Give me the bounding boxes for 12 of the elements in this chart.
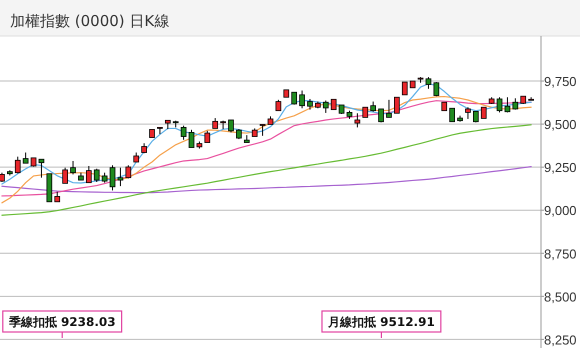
annotation: 月線扣抵 9512.91	[326, 315, 435, 329]
annotation: 月線扣抵 9512.91	[321, 310, 442, 338]
title: 加權指數 (0000) 日K線	[10, 12, 170, 30]
ytick: 8,500	[544, 289, 577, 304]
ytick: 9,750	[544, 74, 577, 90]
annotation: 季線扣抵 9238.03	[8, 315, 116, 329]
ytick: 9,250	[544, 160, 577, 176]
ytick: 9,500	[544, 117, 577, 132]
ytick: 8,250	[544, 332, 577, 348]
ytick: 8,750	[544, 246, 577, 262]
ytick: 9,000	[544, 203, 577, 218]
annotation: 季線扣抵 9238.03	[2, 310, 122, 338]
